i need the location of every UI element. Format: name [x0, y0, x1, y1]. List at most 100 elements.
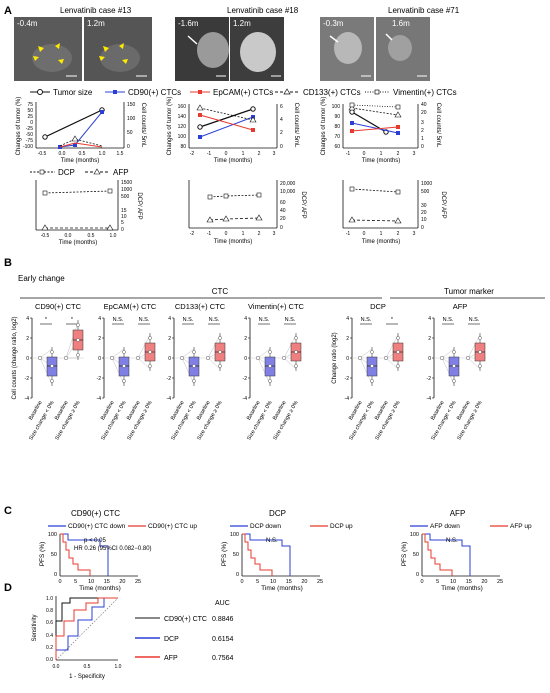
y-tick-right: 0 — [121, 227, 124, 233]
y-tick: -2 — [25, 376, 30, 382]
x-tick: 0.5 — [88, 233, 95, 239]
section-subtitle: Early change — [18, 274, 65, 283]
km-panel: DCP DCP down DCP up 100 50 00 5 10 15 20 25 Time (m… — [221, 509, 353, 592]
panel-title: CD90(+) CTC — [35, 302, 82, 311]
y-tick: 2 — [168, 336, 171, 342]
y-tick: 0 — [236, 572, 239, 578]
km-curve-down — [422, 533, 471, 576]
x-tick: 25 — [317, 579, 323, 585]
arrow-icon — [329, 35, 339, 43]
auc-value: 0.8846 — [212, 616, 234, 623]
y-tick: 2 — [346, 336, 349, 342]
y-axis-label: Changes of tumor (%) — [167, 97, 173, 156]
y-tick: 1.0 — [46, 596, 53, 602]
y-tick: 100 — [230, 532, 239, 538]
y-axis-label: PFS (%) — [401, 542, 408, 567]
y-tick: 90 — [334, 114, 340, 120]
x-tick: 5 — [436, 579, 439, 585]
y-tick: -4 — [345, 396, 350, 402]
y-tick: 0 — [244, 356, 247, 362]
y-tick-right: 4 — [280, 117, 283, 123]
x-tick: 20 — [481, 579, 487, 585]
y-axis-label-right: Cell counts/ 5mL — [293, 103, 299, 148]
y-tick: 4 — [168, 316, 171, 322]
legend-label: AFP up — [510, 523, 532, 530]
y-tick-right: 500 — [421, 189, 430, 195]
y-tick-right: 10 — [121, 214, 127, 220]
y-tick: 0.2 — [46, 645, 53, 651]
y-axis-label-right: DCP/ AFP — [440, 191, 446, 218]
y-tick-right: 0 — [280, 225, 283, 231]
case71-title: Lenvatinib case #71 — [388, 6, 460, 15]
y-tick: 50 — [413, 552, 419, 558]
y-tick: 0.0 — [46, 657, 53, 663]
y-tick-right: 15 — [121, 208, 127, 214]
x-tick: 0.0 — [65, 233, 72, 239]
legend-marker: DCP AFP — [30, 168, 129, 177]
km-panel: CD90(+) CTC CD90(+) CTC down CD90(+) CTC u… — [39, 509, 197, 592]
y-tick: 100 — [178, 134, 187, 140]
y-axis-label: PFS (%) — [39, 542, 46, 567]
auc-header: AUC — [215, 600, 230, 607]
x-tick: 2 — [258, 151, 261, 157]
y-tick-right: 30 — [421, 203, 427, 209]
y-tick: -2 — [167, 376, 172, 382]
x-tick: 1 — [242, 151, 245, 157]
x-tick: 10 — [450, 579, 456, 585]
chart-case71-markers: 1000 500 30 20 10 0 -1 0 1 2 3 Time (mon… — [342, 180, 446, 245]
y-tick: 120 — [178, 124, 187, 130]
x-tick: -1 — [346, 151, 351, 157]
y-tick: -2 — [427, 376, 432, 382]
y-tick: 0 — [416, 572, 419, 578]
y-tick-right: 20,000 — [280, 181, 296, 187]
legend-label: CD90(+) CTC down — [68, 523, 126, 530]
x-tick: 2 — [258, 231, 261, 237]
legend-label: DCP down — [250, 523, 281, 530]
roc-curve-cd90 — [55, 597, 118, 660]
y-tick: 4 — [98, 316, 101, 322]
roc-auc-table: AUC CD90(+) CTC 0.8846 DCP 0.6154 AFP 0.… — [135, 600, 234, 662]
y-tick: 100 — [410, 532, 419, 538]
chart-case18-tumor-ctc: 160 140 120 100 80 6 4 2 0 -2 -1 0 1 2 3… — [167, 97, 299, 164]
y-tick-right: 0 — [421, 144, 424, 150]
x-axis-label: Time (months) — [79, 585, 121, 592]
panel-title: CD90(+) CTC — [71, 509, 120, 518]
y-tick-right: 0 — [280, 144, 283, 150]
panel-title: DCP — [370, 302, 386, 311]
y-tick-right: 60 — [280, 200, 286, 206]
x-tick: 15 — [104, 579, 110, 585]
x-tick: 3 — [273, 231, 276, 237]
y-tick-right: 1000 — [421, 181, 432, 187]
y-tick: 0 — [98, 356, 101, 362]
y-tick: 75 — [27, 102, 33, 108]
significance-label: N.S. — [469, 317, 480, 323]
legend-label: EpCAM(+) CTCs — [213, 88, 273, 97]
panel-label-d: D — [4, 582, 12, 594]
y-tick-right: 0 — [127, 144, 130, 150]
significance-label: N.S. — [285, 317, 296, 323]
legend-label: AFP down — [430, 523, 460, 530]
y-tick: -4 — [427, 396, 432, 402]
lesion-shape — [240, 32, 276, 72]
y-tick-right: 40 — [421, 102, 427, 108]
auc-label: AFP — [164, 655, 178, 662]
panel-title: Vimentin(+) CTC — [248, 302, 305, 311]
stat-text: N.S. — [266, 538, 278, 544]
y-axis-label: Change ratio (log2) — [332, 332, 338, 383]
y-tick-right: 100 — [127, 116, 136, 122]
y-tick: 0.6 — [46, 620, 53, 626]
y-tick: -2 — [97, 376, 102, 382]
y-tick: 0 — [428, 356, 431, 362]
img-label: 1.6m — [392, 19, 410, 28]
y-tick-right: 150 — [127, 102, 136, 108]
y-tick-right: 50 — [127, 130, 133, 136]
y-tick: 25 — [27, 114, 33, 120]
km-curve-down — [60, 533, 109, 576]
chance-line — [55, 597, 119, 661]
img-label: -0.4m — [17, 19, 38, 28]
y-tick: 4 — [428, 316, 431, 322]
chart-case13-markers: 1500 1000 500 15 10 5 0 -0.5 0.0 0.5 1.0… — [35, 180, 142, 246]
